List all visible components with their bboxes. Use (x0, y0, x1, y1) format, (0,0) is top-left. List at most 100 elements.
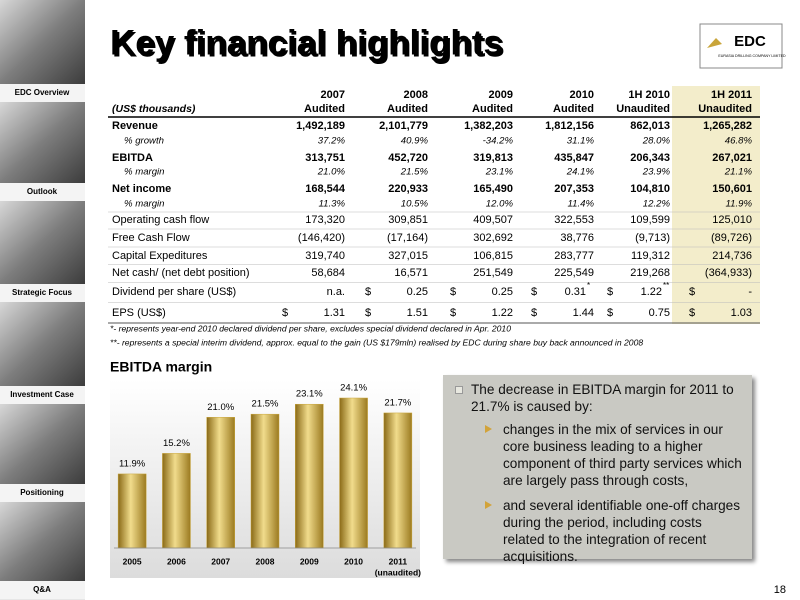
cell-value: 38,776 (560, 232, 594, 244)
value-label: 21.7% (384, 397, 411, 408)
cell-value: 1.44 (573, 307, 594, 319)
x-tick-note: (unaudited) (375, 567, 421, 577)
sidebar-item: Outlook (27, 187, 58, 196)
column-status: Unaudited (616, 103, 670, 115)
cell-value: 11.3% (319, 199, 346, 210)
cell-value: 1.31 (324, 307, 345, 319)
cell-value: (146,420) (298, 232, 345, 244)
value-label: 21.5% (252, 399, 279, 410)
value-label: 21.0% (207, 402, 234, 413)
chart-title: EBITDA margin (110, 359, 212, 375)
bar (295, 403, 324, 549)
cell-value: 207,353 (554, 183, 594, 195)
financial-table: 2007 Audited 2008 Audited 2009 Audited 2010 Aud… (108, 89, 760, 324)
cell-value: 225,549 (554, 267, 594, 279)
cell-value: 24.1% (566, 167, 595, 178)
bar (250, 413, 280, 549)
callout-item: changes in the mix of services in our co… (483, 421, 742, 489)
column-year: 2008 (404, 89, 428, 101)
row-label: Capital Expeditures (112, 250, 208, 262)
cell-value: 28.0% (642, 136, 671, 147)
column-year: 1H 2010 (628, 89, 670, 101)
footnote: **- represents a special interim dividen… (110, 337, 643, 347)
cell-currency: $ (607, 307, 613, 319)
cell-value: 1.51 (407, 307, 428, 319)
cell-value: (89,726) (711, 232, 752, 244)
sidebar-tab (0, 484, 85, 502)
cell-value: 109,599 (630, 214, 670, 226)
row-label: % growth (124, 136, 164, 147)
column-status: Audited (553, 103, 594, 115)
callout-item: and several identifiable one-off charges… (483, 497, 742, 565)
sidebar-photo (0, 502, 85, 581)
cell-value: 106,815 (473, 250, 513, 262)
cell-value: 0.25 (407, 286, 428, 298)
logo-icon (707, 38, 722, 48)
x-tick-label: 2008 (256, 556, 275, 566)
footnote: *- represents year-end 2010 declared div… (110, 323, 511, 333)
highlight-column (672, 86, 760, 324)
x-tick-label: 2007 (211, 556, 230, 566)
cell-currency: $ (282, 307, 288, 319)
cell-value: 1.22 (641, 286, 662, 298)
row-label: EPS (US$) (112, 307, 166, 319)
cell-note: ** (663, 281, 669, 290)
cell-note: * (587, 281, 590, 290)
cell-value: 104,810 (630, 183, 670, 195)
bar (206, 417, 235, 549)
cell-value: 309,851 (388, 214, 428, 226)
x-tick-label: 2006 (167, 556, 186, 566)
sidebar-item: Q&A (33, 585, 51, 594)
cell-value: 327,015 (388, 250, 428, 262)
cell-value: 322,553 (554, 214, 594, 226)
value-label: 24.1% (340, 383, 367, 394)
row-label: Operating cash flow (112, 214, 209, 226)
cell-currency: $ (607, 286, 613, 298)
column-status: Audited (304, 103, 345, 115)
cell-currency: $ (531, 307, 537, 319)
row-label: Dividend per share (US$) (112, 286, 236, 298)
sidebar-photo (0, 0, 85, 84)
logo: EDC EURASIA DRILLING COMPANY LIMITED (699, 23, 786, 69)
unit-label: (US$ thousands) (112, 103, 196, 115)
cell-value: 1.22 (492, 307, 513, 319)
value-label: 23.1% (296, 389, 323, 400)
row-label: EBITDA (112, 152, 153, 164)
callout-box: The decrease in EBITDA margin for 2011 t… (443, 375, 752, 564)
cell-value: (364,933) (705, 267, 752, 279)
column-year: 2009 (489, 89, 513, 101)
value-label: 11.9% (119, 458, 146, 469)
sidebar-tab (0, 284, 85, 302)
cell-value: 214,736 (712, 250, 752, 262)
sidebar-photo (0, 404, 85, 484)
cell-value: 12.0% (486, 199, 514, 210)
cell-value: 150,601 (712, 183, 752, 195)
cell-value: 1,492,189 (296, 120, 345, 132)
cell-currency: $ (365, 286, 371, 298)
sidebar-photo (0, 102, 85, 183)
bar (162, 453, 191, 549)
cell-value: 267,021 (712, 152, 752, 164)
cell-value: 283,777 (554, 250, 594, 262)
x-tick-label: 2011 (389, 556, 408, 566)
callout-list: changes in the mix of services in our co… (453, 421, 742, 565)
title-shadow: Key financial highlights (112, 25, 505, 64)
cell-value: 1,812,156 (545, 120, 594, 132)
cell-value: 37.2% (318, 136, 346, 147)
cell-value: 31.1% (567, 136, 595, 147)
sidebar-tab (0, 386, 85, 404)
row-label: % margin (124, 167, 165, 178)
cell-value: 16,571 (394, 267, 428, 279)
slide-title: Key financial highlights (110, 23, 503, 62)
cell-value: (9,713) (635, 232, 670, 244)
cell-value: 302,692 (473, 232, 513, 244)
page-number: 18 (774, 584, 786, 596)
cell-value: 23.1% (485, 167, 514, 178)
cell-value: 21.5% (400, 167, 429, 178)
cell-currency: $ (365, 307, 371, 319)
sidebar-tab (0, 581, 85, 599)
sidebar-tab (0, 84, 85, 102)
cell-value: 12.2% (643, 199, 671, 210)
